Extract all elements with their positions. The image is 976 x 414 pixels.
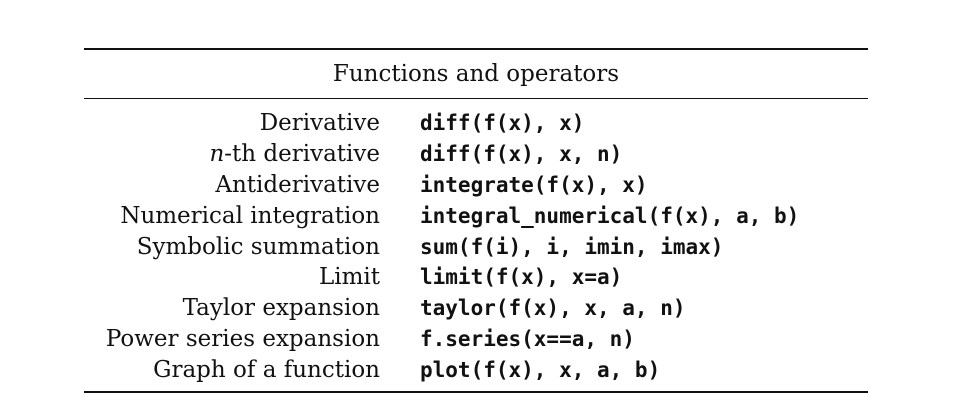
row-label: Graph of a function xyxy=(153,356,380,383)
row-code: sum(f(i), i, imin, imax) xyxy=(420,234,724,259)
row-code: diff(f(x), x) xyxy=(420,111,585,136)
functions-table: Functions and operators Derivative diff(… xyxy=(84,48,868,394)
row-label: Taylor expansion xyxy=(182,295,380,322)
row-code: plot(f(x), x, a, b) xyxy=(420,357,661,382)
table-caption: Functions and operators xyxy=(332,61,620,87)
header-rule xyxy=(84,98,868,99)
row-code: integrate(f(x), x) xyxy=(420,172,648,197)
table-row: Taylor expansion taylor(f(x), x, a, n) xyxy=(84,293,868,324)
table-row: Power series expansion f.series(x==a, n) xyxy=(84,324,868,355)
table-row: Derivative diff(f(x), x) xyxy=(84,108,868,139)
row-label: Symbolic summation xyxy=(136,233,380,260)
row-code: integral_numerical(f(x), a, b) xyxy=(420,203,800,228)
row-code: f.series(x==a, n) xyxy=(420,326,635,351)
table-row: n-th derivative diff(f(x), x, n) xyxy=(84,139,868,170)
row-label-text: -th derivative xyxy=(224,141,380,168)
table-row: Limit limit(f(x), x=a) xyxy=(84,262,868,293)
row-code: limit(f(x), x=a) xyxy=(420,265,623,290)
row-label: Limit xyxy=(318,264,380,291)
table-body: Derivative diff(f(x), x) n-th derivative… xyxy=(84,99,868,391)
row-code: taylor(f(x), x, a, n) xyxy=(420,296,686,321)
table-row: Antiderivative integrate(f(x), x) xyxy=(84,170,868,201)
row-code: diff(f(x), x, n) xyxy=(420,142,623,167)
row-label: Power series expansion xyxy=(105,325,380,352)
row-label: Derivative xyxy=(259,110,380,137)
row-label: Numerical integration xyxy=(120,202,380,229)
bottom-rule xyxy=(84,391,868,394)
top-rule xyxy=(84,48,868,50)
row-label: Antiderivative xyxy=(215,171,380,198)
row-label-variable: n xyxy=(209,141,225,168)
table-row: Graph of a function plot(f(x), x, a, b) xyxy=(84,354,868,385)
row-label: n-th derivative xyxy=(84,141,380,167)
table-row: Numerical integration integral_numerical… xyxy=(84,200,868,231)
table-row: Symbolic summation sum(f(i), i, imin, im… xyxy=(84,231,868,262)
